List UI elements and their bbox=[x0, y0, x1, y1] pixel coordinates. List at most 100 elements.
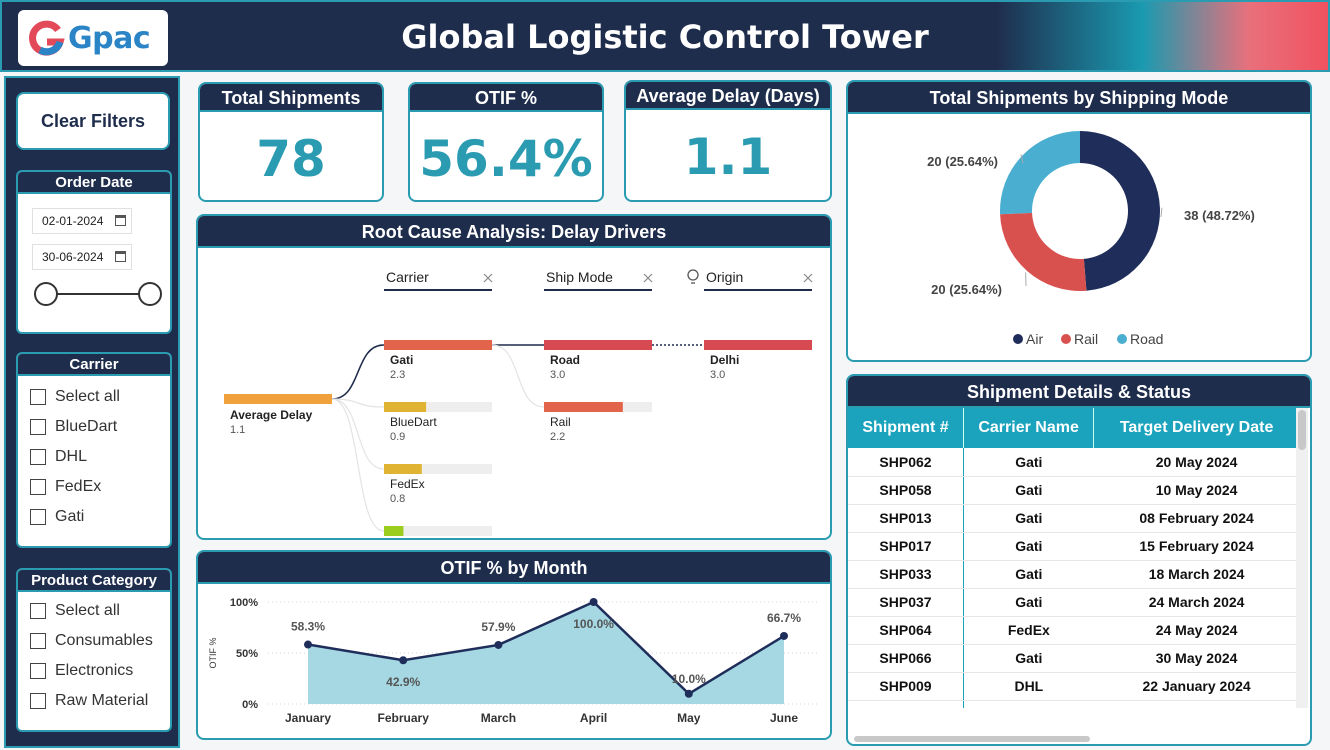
root-node-bar[interactable] bbox=[224, 394, 332, 404]
otif-point[interactable] bbox=[304, 640, 312, 649]
carrier-option[interactable]: DHL bbox=[18, 442, 170, 472]
checkbox[interactable] bbox=[30, 603, 46, 619]
kpi-title: Average Delay (Days) bbox=[626, 82, 830, 110]
slider-start-handle[interactable] bbox=[34, 282, 58, 306]
category-option-label: Raw Material bbox=[55, 692, 149, 709]
kpi-otif: OTIF % 56.4% bbox=[408, 82, 604, 202]
otif-point[interactable] bbox=[780, 631, 788, 640]
order-date-slicer: Order Date 02-01-2024 30-06-2024 bbox=[16, 170, 172, 334]
legend-label[interactable]: Road bbox=[1130, 331, 1163, 347]
close-icon[interactable] bbox=[803, 273, 813, 283]
slider-track[interactable] bbox=[46, 293, 150, 295]
donut-slice-rail[interactable] bbox=[1000, 212, 1087, 291]
donut-slice-air[interactable] bbox=[1080, 131, 1160, 291]
otif-line-chart[interactable]: 0% 50% 100% OTIF % 58.3% January 42.9% February… bbox=[198, 586, 830, 738]
shipping-mode-panel: Total Shipments by Shipping Mode 38 (48.… bbox=[846, 80, 1312, 362]
otif-point[interactable] bbox=[494, 640, 503, 649]
date-range-slider[interactable] bbox=[34, 280, 162, 308]
table-cell: SHP033 bbox=[848, 560, 964, 589]
table-row[interactable]: SHP019FedEx19 February 2024 bbox=[848, 700, 1300, 708]
table-cell: Gati bbox=[963, 504, 1094, 533]
checkbox[interactable] bbox=[30, 633, 46, 649]
checkbox[interactable] bbox=[30, 663, 46, 679]
carrier-node-bar[interactable] bbox=[384, 464, 422, 474]
otif-point[interactable] bbox=[684, 689, 693, 698]
legend-label[interactable]: Rail bbox=[1074, 331, 1098, 347]
column-header[interactable]: Target Delivery Date bbox=[1093, 408, 1300, 448]
table-row[interactable]: SHP017 Gati 15 February 2024 bbox=[848, 532, 1300, 561]
vertical-scrollbar[interactable] bbox=[1296, 408, 1308, 708]
end-date-input[interactable]: 30-06-2024 bbox=[32, 244, 132, 270]
kpi-value: 78 bbox=[256, 130, 326, 188]
checkbox[interactable] bbox=[30, 509, 46, 525]
otif-point[interactable] bbox=[589, 598, 598, 606]
calendar-icon[interactable] bbox=[115, 251, 126, 262]
company-logo: Gpac bbox=[18, 10, 168, 66]
origin-node-bar[interactable] bbox=[704, 340, 812, 350]
checkbox[interactable] bbox=[30, 389, 46, 405]
legend-label[interactable]: Air bbox=[1026, 331, 1043, 347]
checkbox[interactable] bbox=[30, 479, 46, 495]
start-date-input[interactable]: 02-01-2024 bbox=[32, 208, 132, 234]
category-option[interactable]: Electronics bbox=[18, 656, 170, 686]
ship-mode-node-bar[interactable] bbox=[544, 402, 623, 412]
level-header[interactable]: Ship Mode bbox=[546, 269, 613, 285]
lightbulb-icon[interactable] bbox=[687, 269, 699, 284]
scrollbar-thumb[interactable] bbox=[1298, 410, 1306, 450]
close-icon[interactable] bbox=[483, 273, 493, 283]
carrier-option[interactable]: BlueDart bbox=[18, 412, 170, 442]
kpi-value: 1.1 bbox=[683, 128, 773, 186]
horizontal-scrollbar[interactable] bbox=[854, 736, 1090, 742]
shipping-mode-donut[interactable]: 38 (48.72%) 20 (25.64%) 20 (25.64%) Air Rail… bbox=[848, 116, 1310, 360]
table-row[interactable]: SHP058 Gati 10 May 2024 bbox=[848, 476, 1300, 505]
otif-point[interactable] bbox=[399, 656, 408, 665]
table-cell: SHP019 bbox=[848, 700, 964, 708]
filter-sidebar: Clear Filters Order Date 02-01-2024 30-0… bbox=[4, 76, 180, 748]
data-label: 58.3% bbox=[291, 620, 325, 634]
table-cell: Gati bbox=[963, 588, 1094, 617]
carrier-node-value: 0.8 bbox=[390, 493, 405, 505]
close-icon[interactable] bbox=[643, 273, 653, 283]
table-cell: 24 March 2024 bbox=[1093, 588, 1300, 617]
table-cell: SHP013 bbox=[848, 504, 964, 533]
table-row[interactable]: SHP064 FedEx 24 May 2024 bbox=[848, 616, 1300, 645]
table-row[interactable]: SHP066 Gati 30 May 2024 bbox=[848, 644, 1300, 673]
carrier-option-label: DHL bbox=[55, 448, 88, 465]
table-cell: 24 May 2024 bbox=[1093, 616, 1300, 645]
carrier-node-bar[interactable] bbox=[384, 526, 404, 536]
logo-g-icon bbox=[29, 20, 65, 56]
table-cell: FedEx bbox=[963, 616, 1094, 645]
table-cell: 15 February 2024 bbox=[1093, 532, 1300, 561]
category-option[interactable]: Consumables bbox=[18, 626, 170, 656]
carrier-slicer: Carrier Select all BlueDart DHL FedEx Gati bbox=[16, 352, 172, 548]
ship-mode-node-bar[interactable] bbox=[544, 340, 652, 350]
table-cell: SHP064 bbox=[848, 616, 964, 645]
carrier-node-bar[interactable] bbox=[384, 340, 492, 350]
table-row[interactable]: SHP009 DHL 22 January 2024 bbox=[848, 672, 1300, 701]
checkbox[interactable] bbox=[30, 693, 46, 709]
column-header[interactable]: Shipment # bbox=[848, 408, 964, 448]
table-cell: 22 January 2024 bbox=[1093, 672, 1300, 701]
checkbox[interactable] bbox=[30, 419, 46, 435]
calendar-icon[interactable] bbox=[115, 215, 126, 226]
donut-slice-road[interactable] bbox=[1000, 131, 1080, 215]
category-option[interactable]: Raw Material bbox=[18, 686, 170, 716]
level-header[interactable]: Origin bbox=[706, 269, 743, 285]
carrier-option[interactable]: Gati bbox=[18, 502, 170, 532]
carrier-option[interactable]: Select all bbox=[18, 382, 170, 412]
checkbox[interactable] bbox=[30, 449, 46, 465]
carrier-option[interactable]: FedEx bbox=[18, 472, 170, 502]
table-row[interactable]: SHP033 Gati 18 March 2024 bbox=[848, 560, 1300, 589]
slider-end-handle[interactable] bbox=[138, 282, 162, 306]
carrier-node-bar[interactable] bbox=[384, 402, 427, 412]
table-row[interactable]: SHP037 Gati 24 March 2024 bbox=[848, 588, 1300, 617]
decomposition-tree[interactable]: Carrier Ship Mode Origin Average Delay 1.1 Ga… bbox=[198, 250, 830, 540]
category-option[interactable]: Select all bbox=[18, 596, 170, 626]
ship-mode-node-value: 3.0 bbox=[550, 369, 565, 381]
table-viewport[interactable]: Shipment # Carrier Name Target Delivery Da… bbox=[848, 408, 1310, 708]
table-row[interactable]: SHP062 Gati 20 May 2024 bbox=[848, 448, 1300, 477]
level-header[interactable]: Carrier bbox=[386, 269, 429, 285]
clear-filters-button[interactable]: Clear Filters bbox=[16, 92, 170, 150]
table-row[interactable]: SHP013 Gati 08 February 2024 bbox=[848, 504, 1300, 533]
column-header[interactable]: Carrier Name bbox=[963, 408, 1095, 448]
